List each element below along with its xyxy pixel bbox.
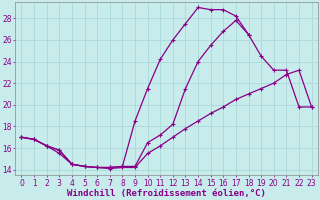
X-axis label: Windchill (Refroidissement éolien,°C): Windchill (Refroidissement éolien,°C): [67, 189, 266, 198]
